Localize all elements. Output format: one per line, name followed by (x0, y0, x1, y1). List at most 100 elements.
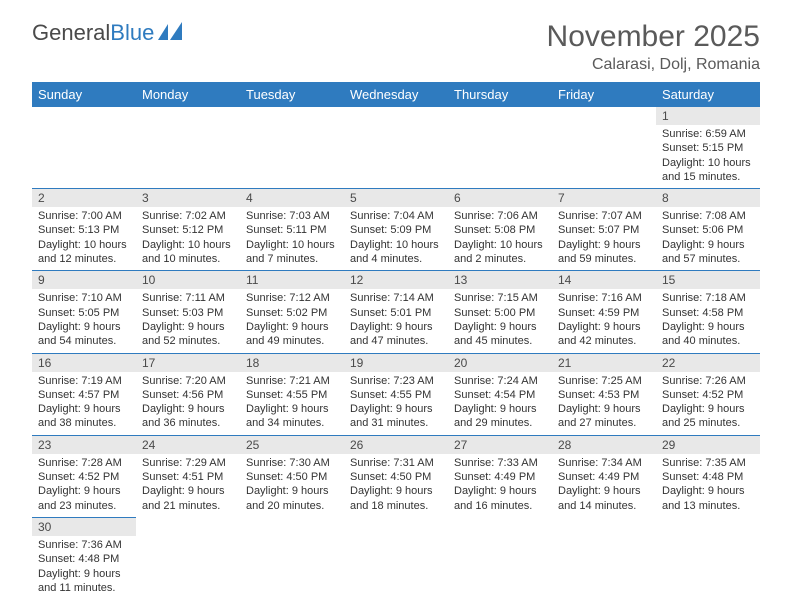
daylight-text: Daylight: 9 hours and 29 minutes. (454, 402, 546, 431)
sunset-text: Sunset: 4:59 PM (558, 306, 650, 320)
daylight-text: Daylight: 9 hours and 57 minutes. (662, 238, 754, 267)
sunrise-text: Sunrise: 7:02 AM (142, 209, 234, 223)
daylight-text: Daylight: 9 hours and 20 minutes. (246, 484, 338, 513)
day-details: Sunrise: 7:36 AMSunset: 4:48 PMDaylight:… (32, 536, 136, 599)
day-details: Sunrise: 7:25 AMSunset: 4:53 PMDaylight:… (552, 372, 656, 435)
day-details: Sunrise: 7:28 AMSunset: 4:52 PMDaylight:… (32, 454, 136, 517)
daylight-text: Daylight: 9 hours and 13 minutes. (662, 484, 754, 513)
sunset-text: Sunset: 4:55 PM (350, 388, 442, 402)
calendar-day-cell: 13Sunrise: 7:15 AMSunset: 5:00 PMDayligh… (448, 270, 552, 352)
sunset-text: Sunset: 5:11 PM (246, 223, 338, 237)
daylight-text: Daylight: 10 hours and 10 minutes. (142, 238, 234, 267)
header: GeneralBlue November 2025 Calarasi, Dolj… (32, 20, 760, 74)
location: Calarasi, Dolj, Romania (547, 56, 760, 74)
day-details: Sunrise: 7:34 AMSunset: 4:49 PMDaylight:… (552, 454, 656, 517)
sunrise-text: Sunrise: 6:59 AM (662, 127, 754, 141)
sunset-text: Sunset: 4:49 PM (454, 470, 546, 484)
daylight-text: Daylight: 9 hours and 40 minutes. (662, 320, 754, 349)
day-details: Sunrise: 7:08 AMSunset: 5:06 PMDaylight:… (656, 207, 760, 270)
sunrise-text: Sunrise: 7:21 AM (246, 374, 338, 388)
calendar-day-cell (552, 517, 656, 599)
calendar-day-cell: 18Sunrise: 7:21 AMSunset: 4:55 PMDayligh… (240, 353, 344, 435)
sunrise-text: Sunrise: 7:10 AM (38, 291, 130, 305)
sunset-text: Sunset: 5:05 PM (38, 306, 130, 320)
day-details: Sunrise: 7:21 AMSunset: 4:55 PMDaylight:… (240, 372, 344, 435)
day-details: Sunrise: 7:20 AMSunset: 4:56 PMDaylight:… (136, 372, 240, 435)
sunrise-text: Sunrise: 7:15 AM (454, 291, 546, 305)
calendar-day-cell: 11Sunrise: 7:12 AMSunset: 5:02 PMDayligh… (240, 270, 344, 352)
calendar-day-cell: 17Sunrise: 7:20 AMSunset: 4:56 PMDayligh… (136, 353, 240, 435)
calendar-day-cell: 29Sunrise: 7:35 AMSunset: 4:48 PMDayligh… (656, 435, 760, 517)
sunset-text: Sunset: 4:52 PM (662, 388, 754, 402)
day-number: 28 (552, 435, 656, 454)
calendar-week-row: 30Sunrise: 7:36 AMSunset: 4:48 PMDayligh… (32, 517, 760, 599)
day-header: Monday (136, 82, 240, 107)
calendar-day-cell: 14Sunrise: 7:16 AMSunset: 4:59 PMDayligh… (552, 270, 656, 352)
sunrise-text: Sunrise: 7:18 AM (662, 291, 754, 305)
calendar-day-cell (136, 517, 240, 599)
calendar-day-cell (448, 517, 552, 599)
sunrise-text: Sunrise: 7:31 AM (350, 456, 442, 470)
sunrise-text: Sunrise: 7:34 AM (558, 456, 650, 470)
sunrise-text: Sunrise: 7:08 AM (662, 209, 754, 223)
day-details: Sunrise: 7:02 AMSunset: 5:12 PMDaylight:… (136, 207, 240, 270)
calendar-day-cell: 24Sunrise: 7:29 AMSunset: 4:51 PMDayligh… (136, 435, 240, 517)
day-details: Sunrise: 7:35 AMSunset: 4:48 PMDaylight:… (656, 454, 760, 517)
sunset-text: Sunset: 5:08 PM (454, 223, 546, 237)
daylight-text: Daylight: 9 hours and 45 minutes. (454, 320, 546, 349)
calendar-day-cell: 25Sunrise: 7:30 AMSunset: 4:50 PMDayligh… (240, 435, 344, 517)
daylight-text: Daylight: 9 hours and 38 minutes. (38, 402, 130, 431)
sunrise-text: Sunrise: 7:33 AM (454, 456, 546, 470)
title-block: November 2025 Calarasi, Dolj, Romania (547, 20, 760, 74)
day-header: Thursday (448, 82, 552, 107)
day-details: Sunrise: 7:24 AMSunset: 4:54 PMDaylight:… (448, 372, 552, 435)
day-header: Friday (552, 82, 656, 107)
day-details: Sunrise: 7:00 AMSunset: 5:13 PMDaylight:… (32, 207, 136, 270)
calendar-day-cell: 23Sunrise: 7:28 AMSunset: 4:52 PMDayligh… (32, 435, 136, 517)
calendar-day-cell: 27Sunrise: 7:33 AMSunset: 4:49 PMDayligh… (448, 435, 552, 517)
day-details: Sunrise: 7:18 AMSunset: 4:58 PMDaylight:… (656, 289, 760, 352)
day-details: Sunrise: 7:04 AMSunset: 5:09 PMDaylight:… (344, 207, 448, 270)
sunset-text: Sunset: 5:09 PM (350, 223, 442, 237)
day-details: Sunrise: 7:03 AMSunset: 5:11 PMDaylight:… (240, 207, 344, 270)
daylight-text: Daylight: 9 hours and 59 minutes. (558, 238, 650, 267)
sunrise-text: Sunrise: 7:19 AM (38, 374, 130, 388)
calendar-page: GeneralBlue November 2025 Calarasi, Dolj… (0, 0, 792, 599)
day-number: 8 (656, 188, 760, 207)
sunrise-text: Sunrise: 7:29 AM (142, 456, 234, 470)
calendar-day-cell: 4Sunrise: 7:03 AMSunset: 5:11 PMDaylight… (240, 188, 344, 270)
calendar-day-cell (344, 517, 448, 599)
logo-mark-icon (158, 20, 184, 46)
sunrise-text: Sunrise: 7:28 AM (38, 456, 130, 470)
day-number: 18 (240, 353, 344, 372)
calendar-day-cell: 1Sunrise: 6:59 AMSunset: 5:15 PMDaylight… (656, 107, 760, 188)
day-details: Sunrise: 7:31 AMSunset: 4:50 PMDaylight:… (344, 454, 448, 517)
day-number: 17 (136, 353, 240, 372)
daylight-text: Daylight: 10 hours and 12 minutes. (38, 238, 130, 267)
sunset-text: Sunset: 4:52 PM (38, 470, 130, 484)
day-number: 30 (32, 517, 136, 536)
daylight-text: Daylight: 9 hours and 36 minutes. (142, 402, 234, 431)
day-details: Sunrise: 7:06 AMSunset: 5:08 PMDaylight:… (448, 207, 552, 270)
day-number: 7 (552, 188, 656, 207)
calendar-day-cell: 8Sunrise: 7:08 AMSunset: 5:06 PMDaylight… (656, 188, 760, 270)
calendar-day-cell (448, 107, 552, 188)
calendar-day-cell: 16Sunrise: 7:19 AMSunset: 4:57 PMDayligh… (32, 353, 136, 435)
calendar-day-cell: 26Sunrise: 7:31 AMSunset: 4:50 PMDayligh… (344, 435, 448, 517)
sunrise-text: Sunrise: 7:00 AM (38, 209, 130, 223)
sunrise-text: Sunrise: 7:03 AM (246, 209, 338, 223)
calendar-week-row: 2Sunrise: 7:00 AMSunset: 5:13 PMDaylight… (32, 188, 760, 270)
calendar-day-cell (656, 517, 760, 599)
sunset-text: Sunset: 4:48 PM (662, 470, 754, 484)
sunrise-text: Sunrise: 7:26 AM (662, 374, 754, 388)
day-details: Sunrise: 7:07 AMSunset: 5:07 PMDaylight:… (552, 207, 656, 270)
daylight-text: Daylight: 9 hours and 54 minutes. (38, 320, 130, 349)
daylight-text: Daylight: 9 hours and 25 minutes. (662, 402, 754, 431)
sunset-text: Sunset: 5:00 PM (454, 306, 546, 320)
sunset-text: Sunset: 5:02 PM (246, 306, 338, 320)
sunset-text: Sunset: 4:49 PM (558, 470, 650, 484)
sunset-text: Sunset: 4:54 PM (454, 388, 546, 402)
day-details: Sunrise: 7:16 AMSunset: 4:59 PMDaylight:… (552, 289, 656, 352)
calendar-day-cell: 20Sunrise: 7:24 AMSunset: 4:54 PMDayligh… (448, 353, 552, 435)
calendar-day-cell: 15Sunrise: 7:18 AMSunset: 4:58 PMDayligh… (656, 270, 760, 352)
